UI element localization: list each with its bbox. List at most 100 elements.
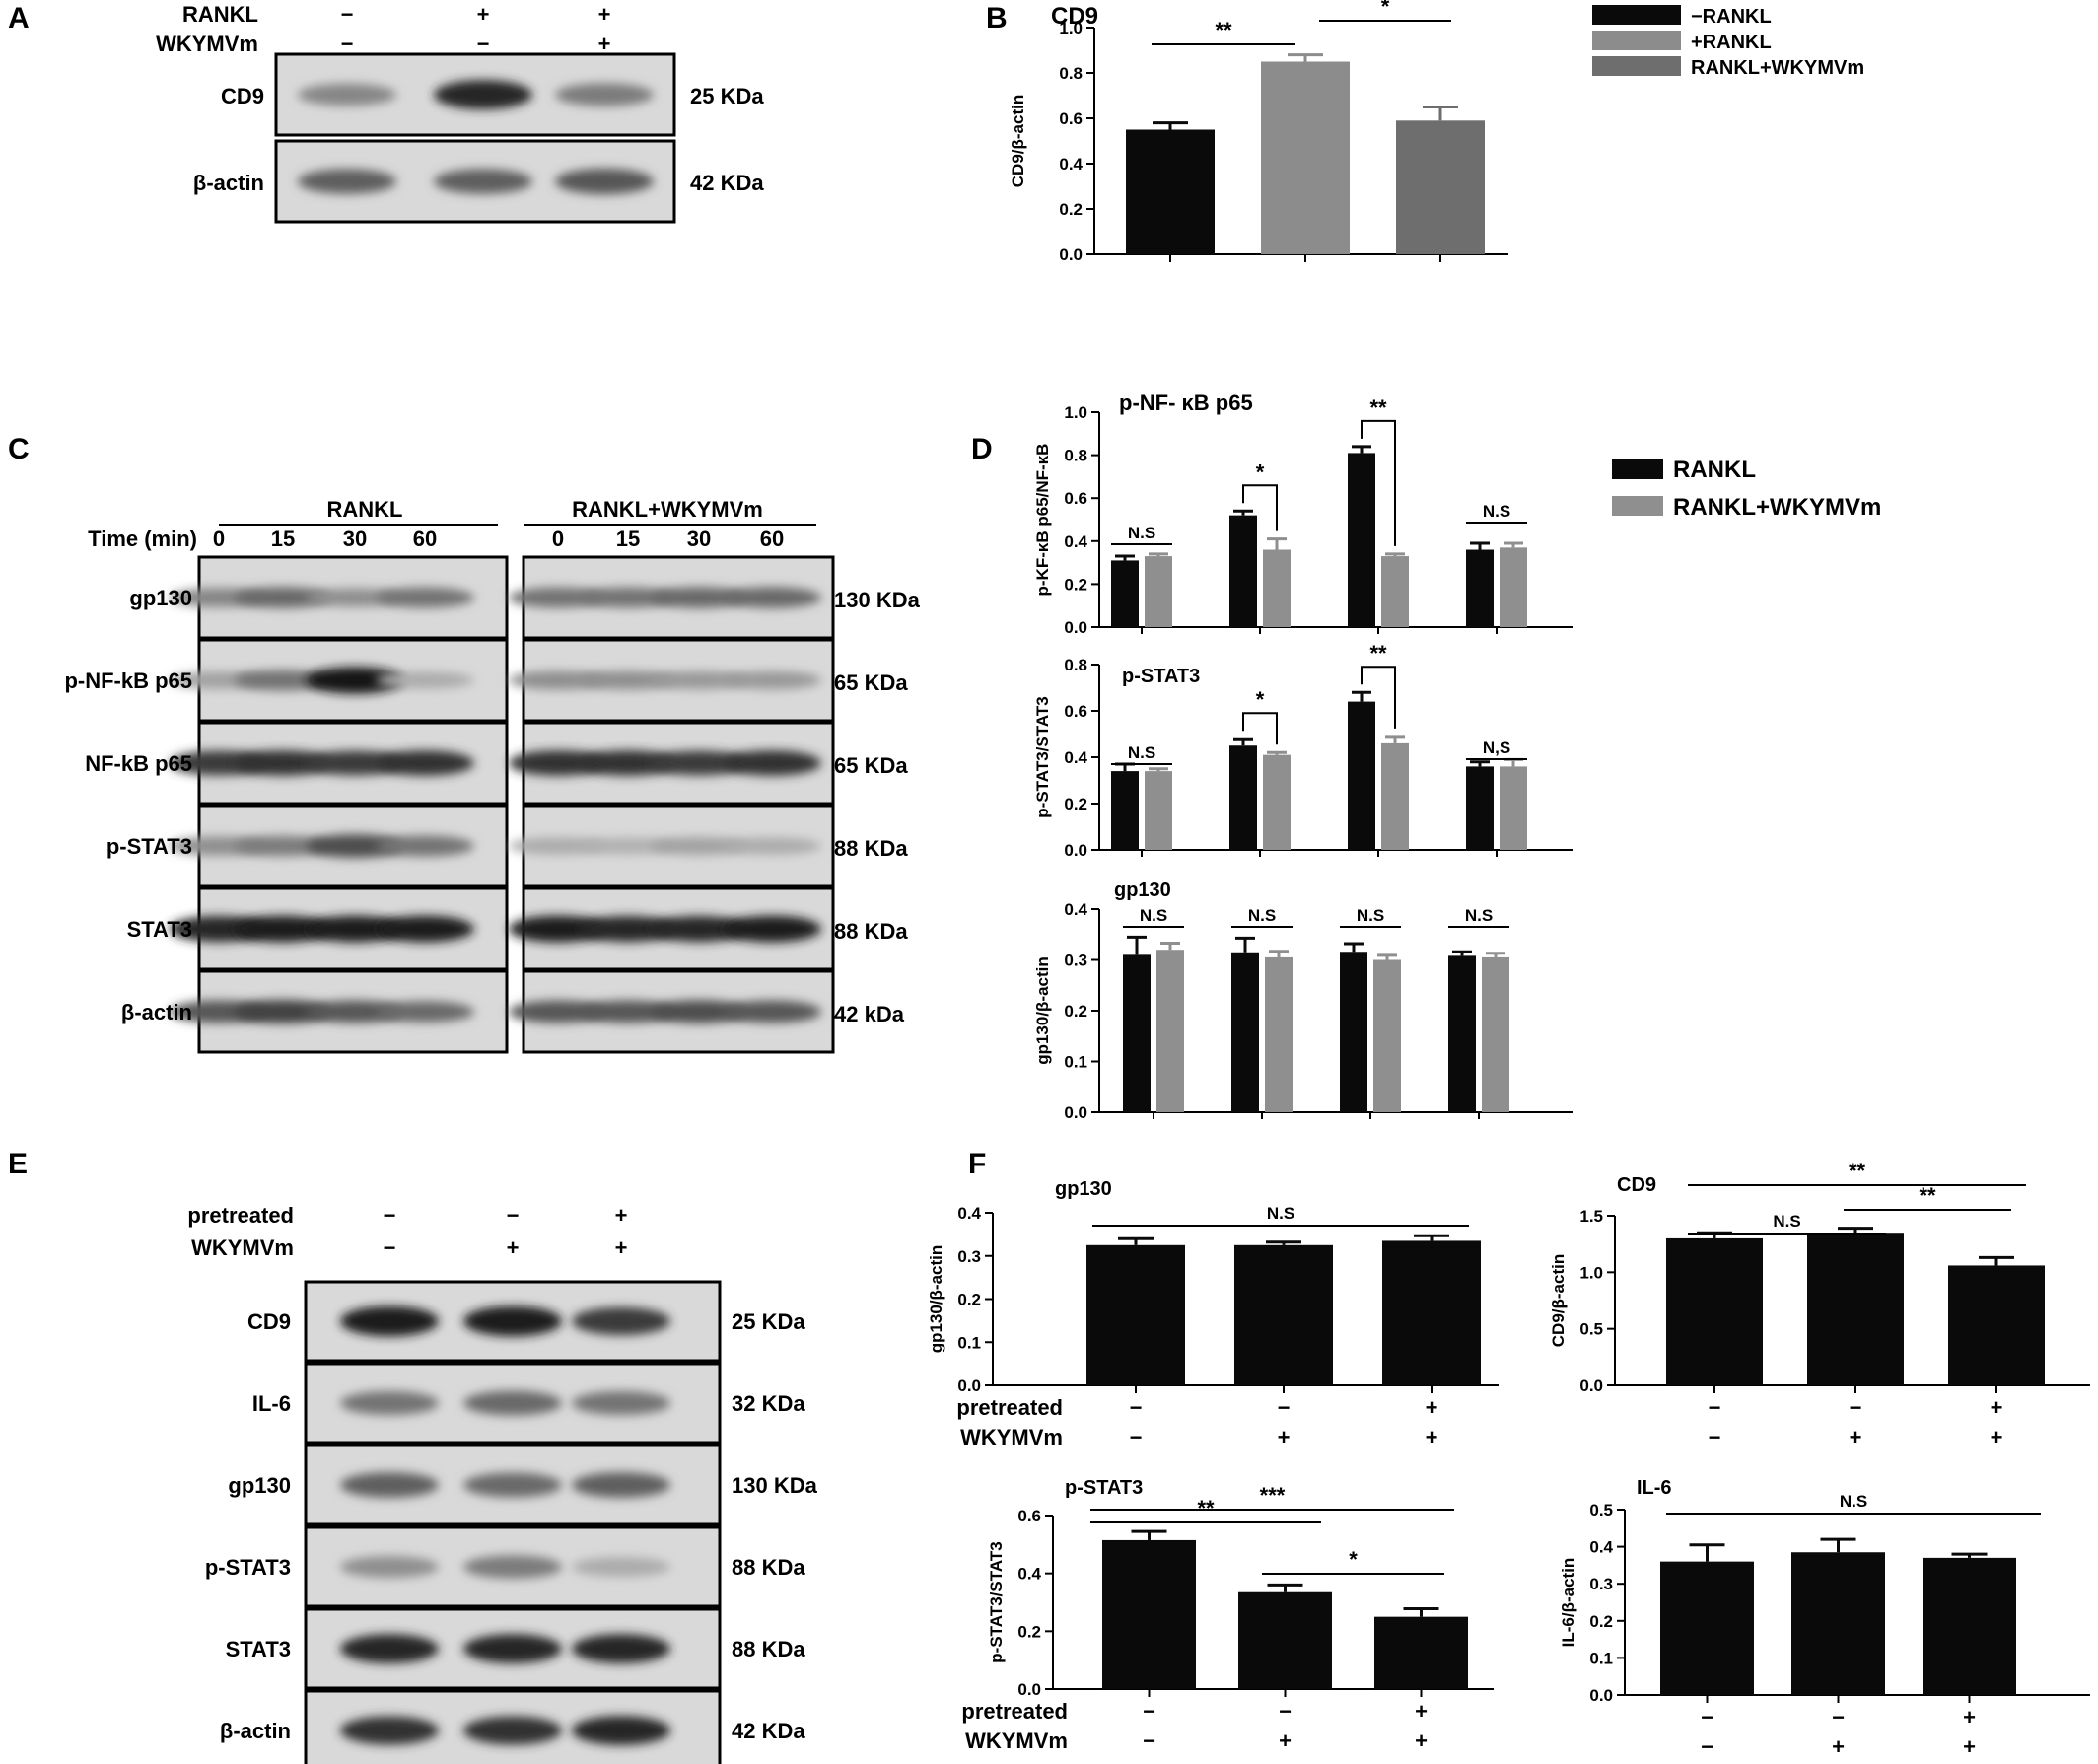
band <box>555 83 654 106</box>
blot-right-β-actin <box>509 969 835 1054</box>
condition-label: pretreated <box>956 1395 1063 1420</box>
protein-label: CD9 <box>221 84 264 108</box>
y-tick-label: 0.0 <box>1059 246 1083 264</box>
band <box>306 588 404 607</box>
blot-right-NF-kB p65 <box>509 721 835 806</box>
significance-label: ** <box>1215 18 1232 42</box>
condition-sign: − <box>1832 1705 1845 1729</box>
chart-title: CD9 <box>1617 1174 1656 1196</box>
legend-swatch <box>1612 496 1663 516</box>
protein-label: p-STAT3 <box>106 834 192 859</box>
y-tick-label: 0.5 <box>1579 1320 1603 1339</box>
bar <box>1231 952 1259 1112</box>
band <box>234 915 332 943</box>
blot-left-STAT3 <box>170 886 509 971</box>
band <box>234 835 332 857</box>
time-label: 0 <box>213 527 225 551</box>
significance-bracket <box>1361 419 1396 546</box>
blot-CD9 <box>304 1280 722 1363</box>
mw-label: 65 KDa <box>834 753 908 778</box>
chart-title: p-STAT3 <box>1122 666 1200 687</box>
band <box>340 1305 439 1337</box>
band <box>340 1716 439 1745</box>
chart-title: gp130 <box>1055 1178 1112 1200</box>
band <box>723 750 821 776</box>
condition-sign: + <box>1426 1425 1438 1449</box>
bar <box>1448 955 1476 1112</box>
condition-label: pretreated <box>187 1203 294 1228</box>
blot-left-β-actin <box>170 969 509 1054</box>
band <box>579 670 677 690</box>
band <box>572 1634 670 1663</box>
legend-label: RANKL+WKYMVm <box>1673 494 1881 521</box>
y-tick-label: 0.8 <box>1059 64 1083 83</box>
significance-label: N.S <box>1140 906 1167 925</box>
time-label: 60 <box>413 527 437 551</box>
blot-gp130 <box>304 1444 722 1526</box>
blot-IL-6 <box>304 1362 722 1445</box>
legend-label: RANKL+WKYMVm <box>1691 57 1864 79</box>
condition-label: WKYMVm <box>191 1235 294 1260</box>
condition-sign: + <box>1279 1729 1292 1753</box>
protein-label: gp130 <box>129 586 192 610</box>
y-tick-label: 0.3 <box>957 1247 981 1266</box>
chart-title: IL-6 <box>1637 1477 1672 1499</box>
band <box>306 834 404 858</box>
condition-sign: − <box>341 32 354 56</box>
bar <box>1923 1557 2016 1695</box>
band <box>340 1390 439 1416</box>
bar <box>1234 1244 1333 1385</box>
blot-p-STAT3 <box>304 1525 722 1608</box>
legend-label: −RANKL <box>1691 6 1772 28</box>
condition-sign: − <box>384 1203 396 1228</box>
condition-sign: − <box>341 2 354 27</box>
mw-label: 42 KDa <box>732 1719 805 1743</box>
y-tick-label: 0.1 <box>957 1333 981 1352</box>
condition-sign: + <box>1278 1425 1291 1449</box>
band <box>306 750 404 776</box>
band <box>376 1001 474 1023</box>
band <box>579 750 677 776</box>
time-label: 15 <box>616 527 640 551</box>
significance-bracket <box>1361 666 1396 729</box>
protein-label: NF-kB p65 <box>85 751 192 776</box>
protein-label: gp130 <box>228 1473 291 1498</box>
band <box>463 1305 562 1337</box>
significance-label: ** <box>1849 1159 1866 1183</box>
protein-label: CD9 <box>247 1309 291 1334</box>
band <box>723 915 821 943</box>
legend-label: +RANKL <box>1691 32 1772 53</box>
condition-label: WKYMVm <box>156 32 258 56</box>
chart-F4: 0.0 0.1 0.2 0.3 0.4 0.5 IL-6/β-actin IL-6 N.S − − +… <box>1559 1477 2090 1759</box>
y-tick-label: 0.5 <box>1589 1501 1613 1519</box>
band <box>234 750 332 776</box>
y-tick-label: 0.2 <box>1064 795 1087 813</box>
y-tick-label: 0.4 <box>1059 155 1083 174</box>
y-axis-label: p-STAT3/STAT3 <box>987 1541 1006 1662</box>
mw-label: 25 KDa <box>732 1309 805 1334</box>
y-tick-label: 0.8 <box>1064 447 1087 465</box>
significance-label: N.S <box>1773 1212 1800 1231</box>
band <box>234 587 332 608</box>
bar <box>1263 754 1291 850</box>
condition-sign: + <box>598 2 611 27</box>
bar <box>1145 771 1172 850</box>
blot-β-actin <box>304 1689 722 1764</box>
protein-label: STAT3 <box>127 917 192 942</box>
bar <box>1791 1552 1885 1695</box>
band <box>650 670 748 690</box>
y-tick-label: 0.2 <box>957 1291 981 1309</box>
y-axis-label: gp130/β-actin <box>1033 956 1052 1065</box>
mw-label: 130 KDa <box>732 1473 818 1498</box>
band <box>434 169 532 194</box>
band <box>650 750 748 776</box>
band <box>463 1634 562 1663</box>
protein-label: p-STAT3 <box>205 1555 291 1580</box>
y-axis-label: CD9/β-actin <box>1549 1254 1568 1347</box>
time-label: 60 <box>760 527 784 551</box>
band <box>572 1716 670 1745</box>
time-label: 0 <box>552 527 564 551</box>
condition-sign: − <box>1143 1729 1155 1753</box>
significance-label: N.S <box>1840 1492 1867 1511</box>
band <box>509 587 607 608</box>
